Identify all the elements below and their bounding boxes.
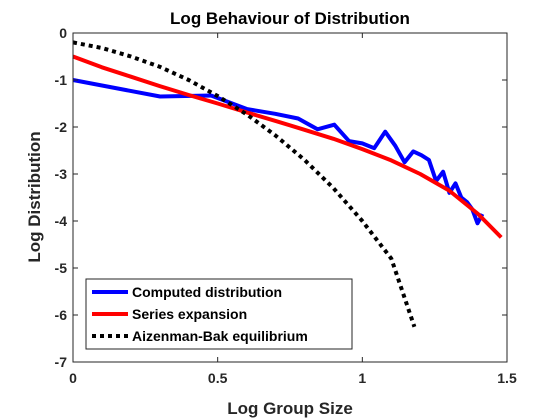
y-tick-label: -2 bbox=[55, 119, 68, 135]
chart-title: Log Behaviour of Distribution bbox=[170, 9, 410, 28]
axes-box bbox=[72, 32, 508, 363]
y-tick-label: -3 bbox=[55, 166, 68, 182]
ticks-layer: 0 0.5 1 1.5 0 -1 -2 -3 -4 -5 -6 -7 bbox=[55, 25, 517, 386]
y-tick-label: -6 bbox=[55, 307, 68, 323]
y-axis-label: Log Distribution bbox=[25, 131, 44, 262]
legend-entry-label: Series expansion bbox=[132, 306, 247, 322]
legend: Computed distribution Series expansion Aiz… bbox=[85, 278, 353, 350]
x-tick-label: 1.5 bbox=[497, 370, 517, 386]
series-line-2 bbox=[72, 54, 503, 239]
y-tick-label: -4 bbox=[55, 213, 68, 229]
legend-box bbox=[85, 278, 353, 350]
series-line-3 bbox=[72, 40, 417, 328]
x-tick-label: 0.5 bbox=[208, 370, 228, 386]
y-tick-label: -5 bbox=[55, 260, 68, 276]
y-tick-label: 0 bbox=[59, 25, 67, 41]
x-axis-label: Log Group Size bbox=[227, 399, 353, 418]
series-layer bbox=[72, 40, 503, 328]
axes-layer bbox=[72, 32, 508, 363]
series-line-1 bbox=[72, 78, 485, 226]
x-tick-label: 0 bbox=[69, 370, 77, 386]
x-tick-label: 1 bbox=[358, 370, 366, 386]
y-tick-label: -7 bbox=[55, 354, 68, 370]
legend-entry-label: Aizenman-Bak equilibrium bbox=[132, 328, 308, 344]
legend-entry-label: Computed distribution bbox=[132, 284, 282, 300]
y-tick-label: -1 bbox=[55, 72, 68, 88]
